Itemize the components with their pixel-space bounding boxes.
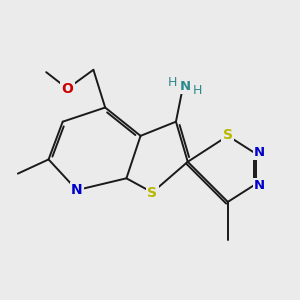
Text: O: O (61, 82, 74, 96)
Text: N: N (254, 146, 265, 159)
Text: N: N (254, 179, 265, 192)
Text: S: S (223, 128, 233, 142)
Text: H: H (168, 76, 177, 89)
Text: S: S (147, 186, 158, 200)
Text: N: N (71, 183, 83, 197)
Text: H: H (193, 84, 202, 97)
Text: N: N (179, 80, 191, 93)
